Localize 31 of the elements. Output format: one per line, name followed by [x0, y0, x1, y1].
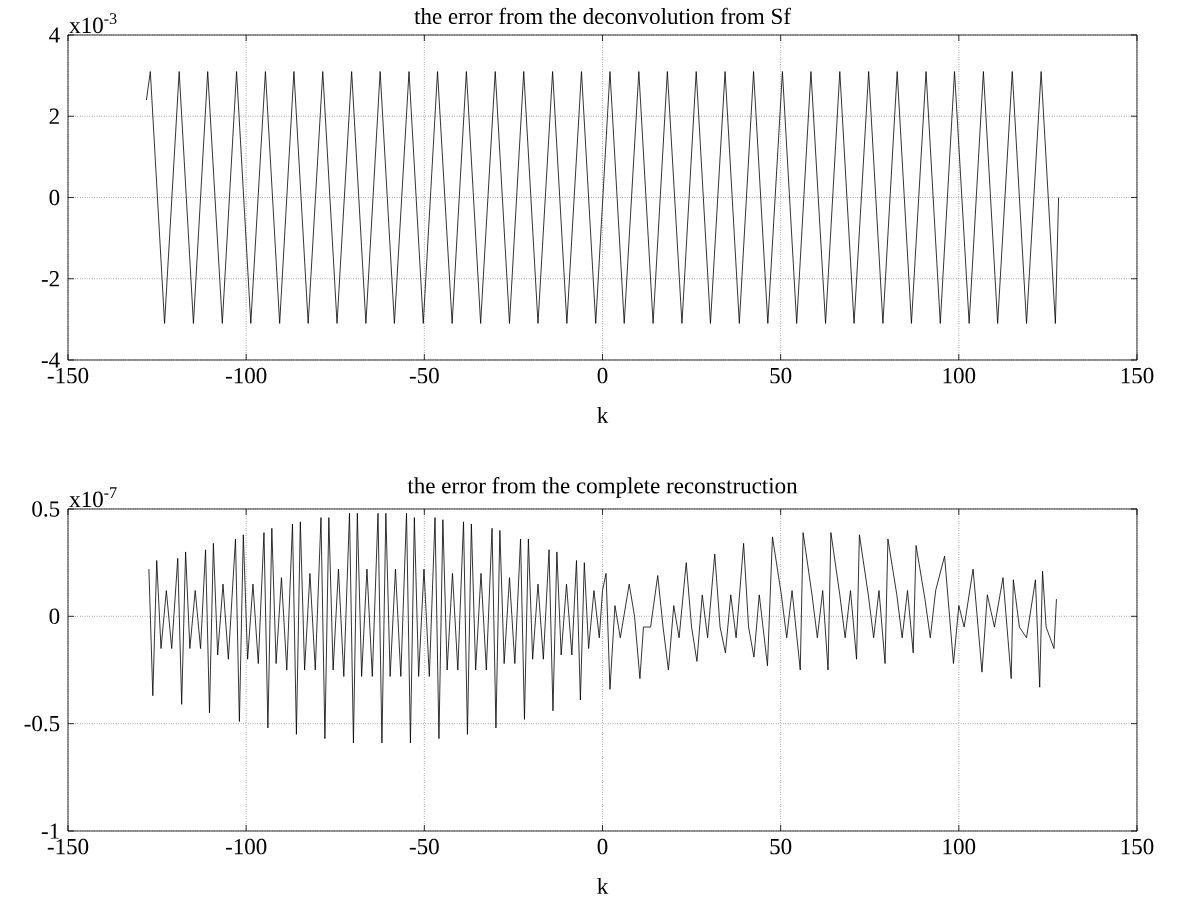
y-tick-label: -1 — [41, 823, 59, 839]
x-tick-label: -50 — [409, 838, 439, 855]
x-tick-label: 50 — [770, 838, 792, 855]
line-series — [146, 71, 1059, 324]
x-tick-label: -100 — [225, 367, 267, 384]
x-tick-label: 0 — [597, 367, 608, 384]
x-tick-label: 150 — [1121, 838, 1154, 855]
text: x10$^{-3}$ — [69, 13, 117, 34]
x-axis-title: k — [597, 406, 609, 423]
x-tick-label: 0 — [597, 838, 608, 855]
y-tick-label: 0.5 — [32, 501, 60, 517]
text: x10$^{-7}$ — [69, 487, 117, 508]
y-tick-label: 0 — [49, 608, 60, 625]
x-tick-label: -50 — [409, 367, 439, 384]
y-tick-label: 4 — [49, 27, 60, 43]
x-tick-label: 100 — [943, 838, 976, 855]
line-series — [148, 512, 1057, 744]
x-tick-label: -150 — [47, 367, 89, 384]
chart-title: the error from the complete reconstruction — [407, 477, 798, 499]
x-tick-label: -100 — [225, 838, 267, 855]
y-tick-label: -0.5 — [24, 715, 60, 732]
x-tick-label: 150 — [1121, 367, 1154, 384]
y-tick-label: 2 — [49, 108, 59, 124]
x-tick-label: 100 — [943, 367, 976, 384]
x-axis-title: k — [597, 877, 609, 894]
y-tick-label: -2 — [41, 271, 59, 287]
x-tick-label: -150 — [47, 838, 89, 855]
y-tick-label: 0 — [49, 189, 60, 206]
x-tick-label: 50 — [770, 367, 792, 384]
chart-title: the error from the deconvolution from Sf — [414, 7, 791, 25]
y-tick-label: -4 — [41, 352, 60, 368]
